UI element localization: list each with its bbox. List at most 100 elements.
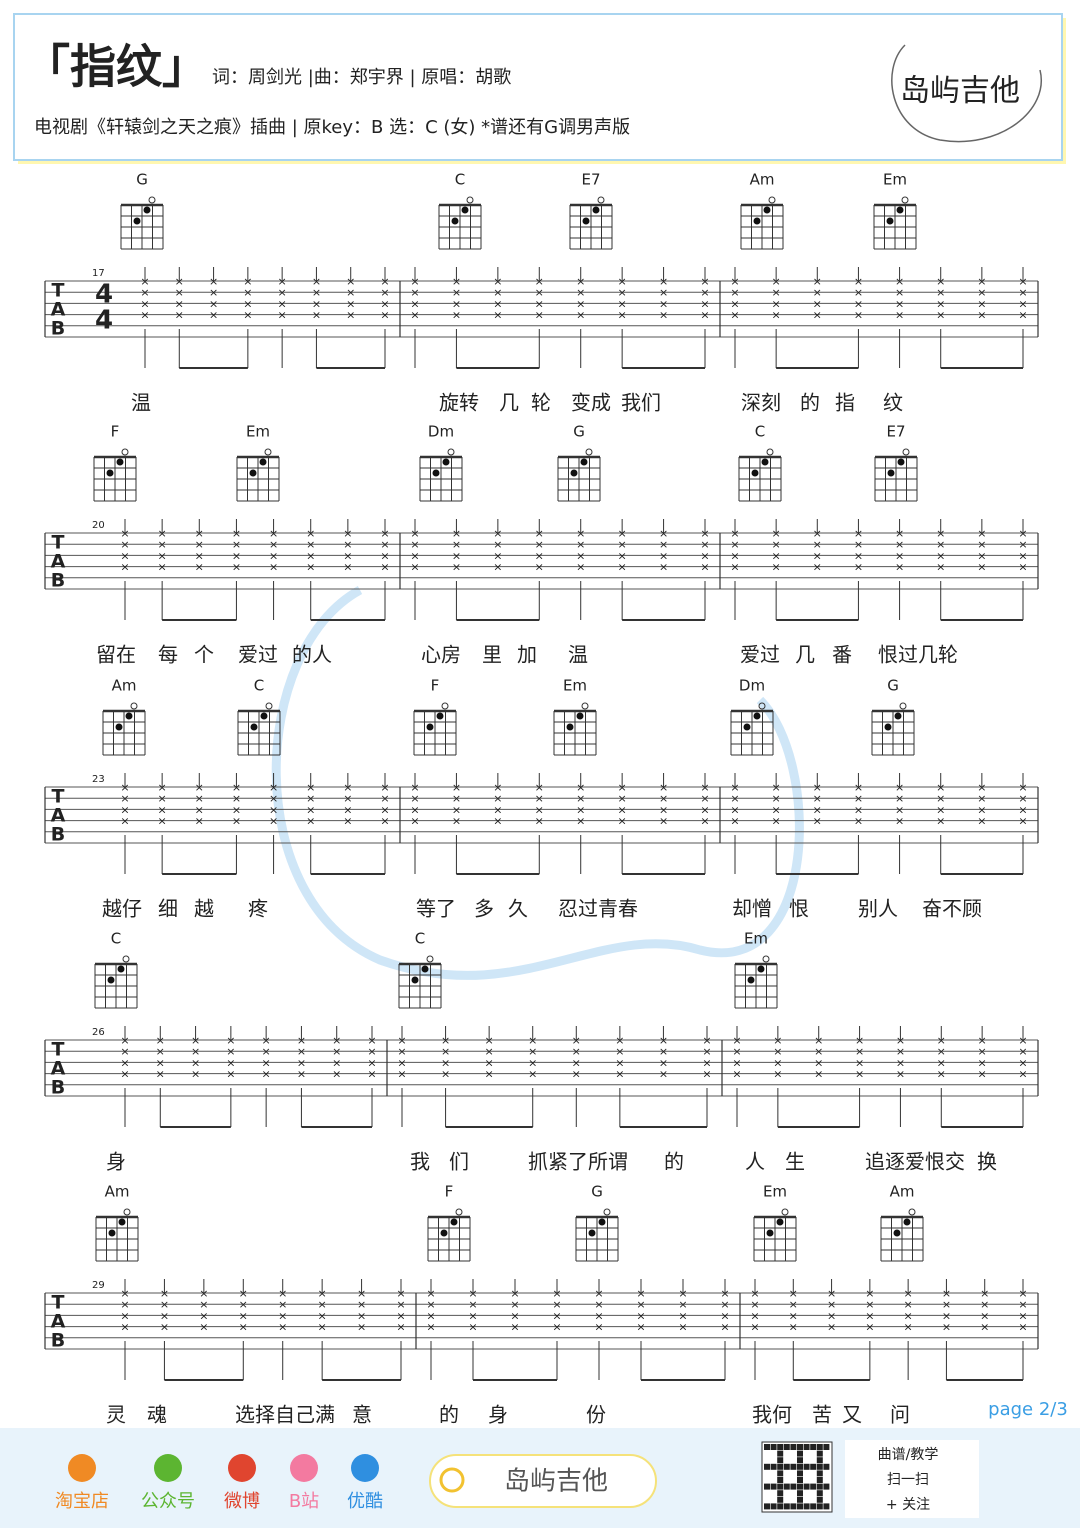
note-x: × (396, 1321, 405, 1334)
qr-cell (783, 1483, 790, 1490)
note-x: × (510, 1321, 519, 1334)
note-x: × (158, 781, 167, 794)
note-x: × (1018, 297, 1027, 310)
chord-open (581, 702, 589, 710)
chord-open (264, 448, 272, 456)
note-x: × (977, 538, 986, 551)
note-x: × (730, 309, 739, 322)
note-x: × (659, 1034, 668, 1047)
search-text[interactable]: 岛屿吉他 (504, 1467, 608, 1497)
note-x: × (160, 1321, 169, 1334)
chord-open (130, 702, 138, 710)
note-x: × (357, 1298, 366, 1311)
note-x: × (936, 792, 945, 805)
chord-name: Em (763, 1183, 787, 1201)
note-x: × (410, 561, 419, 574)
note-x: × (895, 792, 904, 805)
note-x: × (367, 1045, 376, 1058)
qr-cell (777, 1496, 784, 1503)
note-x: × (410, 275, 419, 288)
note-x: × (773, 1056, 782, 1069)
note-x: × (1018, 1068, 1027, 1081)
chord-name: Em (563, 677, 587, 695)
chord-name: Dm (428, 423, 454, 441)
footer-link[interactable]: 微博 (224, 1491, 260, 1512)
note-x: × (195, 781, 204, 794)
note-x: × (485, 1056, 494, 1069)
time-signature: 4 (95, 306, 113, 336)
qr-cell (790, 1503, 797, 1510)
note-x: × (380, 286, 389, 299)
note-x: × (191, 1056, 200, 1069)
note-x: × (441, 1045, 450, 1058)
note-x: × (750, 1321, 759, 1334)
note-x: × (594, 1287, 603, 1300)
chord-open (768, 196, 776, 204)
note-x: × (702, 1056, 711, 1069)
lyric: 恨 (789, 897, 809, 921)
note-x: × (140, 297, 149, 310)
note-x: × (576, 792, 585, 805)
lyric: 选择自己满 (235, 1403, 335, 1427)
note-x: × (594, 1309, 603, 1322)
lyric: 留在 (96, 643, 136, 667)
footer-link[interactable]: 公众号 (141, 1491, 195, 1512)
footer-icon[interactable] (290, 1454, 318, 1482)
note-x: × (199, 1321, 208, 1334)
footer-icon[interactable] (154, 1454, 182, 1482)
footer-icon[interactable] (228, 1454, 256, 1482)
note-x: × (978, 1045, 987, 1058)
chord-dot (421, 965, 429, 973)
lyric: 换 (977, 1150, 997, 1174)
note-x: × (396, 1309, 405, 1322)
footer-link[interactable]: B站 (289, 1491, 319, 1512)
note-x: × (732, 1056, 741, 1069)
qr-cell (770, 1463, 777, 1470)
note-x: × (896, 1056, 905, 1069)
chord-dot (580, 458, 588, 466)
note-x: × (854, 297, 863, 310)
note-x: × (773, 1034, 782, 1047)
footer-icon[interactable] (68, 1454, 96, 1482)
note-x: × (576, 815, 585, 828)
note-x: × (195, 527, 204, 540)
lyric: 意 (352, 1403, 372, 1427)
note-x: × (209, 286, 218, 299)
note-x: × (410, 309, 419, 322)
note-x: × (239, 1298, 248, 1311)
chord-dot (582, 217, 590, 225)
chord-name: Am (750, 171, 775, 189)
note-x: × (239, 1287, 248, 1300)
note-x: × (1018, 1309, 1027, 1322)
lyric: 几 (499, 391, 519, 415)
search-box[interactable] (429, 1454, 657, 1508)
lyric: 指 (835, 391, 855, 415)
note-x: × (572, 1056, 581, 1069)
lyric: 又 (842, 1403, 862, 1427)
note-x: × (636, 1298, 645, 1311)
footer-link[interactable]: 优酷 (347, 1491, 383, 1512)
note-x: × (158, 527, 167, 540)
chord-open (426, 955, 434, 963)
lyric: 温 (568, 643, 588, 667)
lyric: 变成 (571, 391, 611, 415)
note-x: × (618, 527, 627, 540)
note-x: × (772, 561, 781, 574)
note-x: × (773, 1045, 782, 1058)
chord-dot (897, 458, 905, 466)
note-x: × (232, 781, 241, 794)
note-x: × (535, 286, 544, 299)
chord-name: Dm (739, 677, 765, 695)
note-x: × (306, 792, 315, 805)
note-x: × (380, 549, 389, 562)
note-x: × (156, 1068, 165, 1081)
qr-cell (803, 1444, 810, 1450)
note-x: × (814, 1068, 823, 1081)
footer-icon[interactable] (351, 1454, 379, 1482)
note-x: × (576, 275, 585, 288)
qr-cell (777, 1457, 784, 1464)
note-x: × (493, 561, 502, 574)
note-x: × (528, 1056, 537, 1069)
note-x: × (977, 309, 986, 322)
footer-link[interactable]: 淘宝店 (55, 1491, 109, 1512)
